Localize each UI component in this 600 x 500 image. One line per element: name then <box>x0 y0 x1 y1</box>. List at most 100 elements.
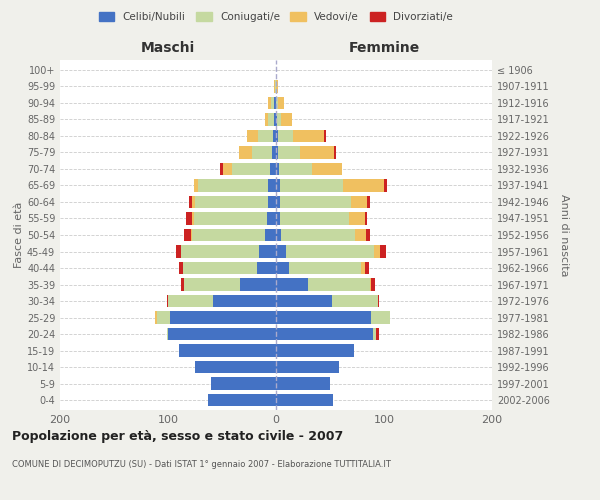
Bar <box>343 180 384 192</box>
Bar <box>279 163 311 175</box>
Bar <box>188 196 192 208</box>
Bar <box>365 262 369 274</box>
Bar <box>276 361 338 374</box>
Bar <box>194 212 268 224</box>
Bar <box>349 212 365 224</box>
Bar <box>179 344 276 357</box>
Bar <box>232 163 269 175</box>
Bar <box>280 212 349 224</box>
Bar <box>211 378 276 390</box>
Bar <box>271 96 274 109</box>
Bar <box>223 163 232 175</box>
Bar <box>272 146 276 158</box>
Bar <box>276 278 308 290</box>
Bar <box>274 80 275 92</box>
Bar <box>276 212 280 224</box>
Bar <box>373 328 376 340</box>
Bar <box>281 113 292 126</box>
Bar <box>281 229 355 241</box>
Bar <box>278 130 293 142</box>
Bar <box>384 180 387 192</box>
Bar <box>276 295 332 307</box>
Bar <box>191 229 192 241</box>
Bar <box>276 163 279 175</box>
Bar <box>275 80 276 92</box>
Bar <box>276 246 286 258</box>
Bar <box>167 328 168 340</box>
Bar <box>380 246 386 258</box>
Bar <box>181 246 259 258</box>
Bar <box>276 262 289 274</box>
Bar <box>184 278 241 290</box>
Bar <box>278 96 284 109</box>
Bar <box>276 196 280 208</box>
Bar <box>280 180 343 192</box>
Bar <box>192 229 265 241</box>
Bar <box>208 394 276 406</box>
Bar <box>276 113 277 126</box>
Bar <box>257 262 276 274</box>
Bar <box>276 344 354 357</box>
Bar <box>265 229 276 241</box>
Bar <box>286 246 374 258</box>
Bar <box>241 278 276 290</box>
Bar <box>268 113 274 126</box>
Bar <box>276 328 373 340</box>
Bar <box>278 146 300 158</box>
Bar <box>195 361 276 374</box>
Bar <box>276 96 278 109</box>
Bar <box>276 229 281 241</box>
Bar <box>274 113 276 126</box>
Bar <box>183 262 257 274</box>
Bar <box>280 196 350 208</box>
Bar <box>371 278 376 290</box>
Bar <box>276 80 278 92</box>
Bar <box>361 262 365 274</box>
Bar <box>155 312 157 324</box>
Text: Maschi: Maschi <box>141 41 195 55</box>
Bar <box>181 278 184 290</box>
Bar <box>332 295 377 307</box>
Bar <box>176 246 181 258</box>
Bar <box>273 130 276 142</box>
Bar <box>195 196 268 208</box>
Bar <box>367 196 370 208</box>
Bar <box>268 180 276 192</box>
Bar <box>276 312 371 324</box>
Bar <box>276 146 278 158</box>
Bar <box>184 229 191 241</box>
Bar <box>168 328 276 340</box>
Bar <box>214 295 276 307</box>
Bar <box>377 295 379 307</box>
Bar <box>268 212 276 224</box>
Text: COMUNE DI DECIMOPUTZU (SU) - Dati ISTAT 1° gennaio 2007 - Elaborazione TUTTITALI: COMUNE DI DECIMOPUTZU (SU) - Dati ISTAT … <box>12 460 391 469</box>
Bar <box>300 146 334 158</box>
Bar <box>365 212 367 224</box>
Bar <box>167 295 168 307</box>
Bar <box>269 163 276 175</box>
Bar <box>168 295 214 307</box>
Bar <box>198 180 268 192</box>
Bar <box>276 180 280 192</box>
Bar <box>265 113 268 126</box>
Bar <box>376 328 379 340</box>
Bar <box>268 96 271 109</box>
Bar <box>370 278 371 290</box>
Bar <box>276 394 333 406</box>
Y-axis label: Anni di nascita: Anni di nascita <box>559 194 569 276</box>
Bar <box>293 130 323 142</box>
Bar <box>277 113 281 126</box>
Bar <box>259 246 276 258</box>
Bar <box>220 163 223 175</box>
Bar <box>365 229 370 241</box>
Bar <box>350 196 367 208</box>
Bar <box>252 146 272 158</box>
Bar <box>194 180 198 192</box>
Bar <box>374 246 380 258</box>
Bar <box>257 130 273 142</box>
Bar <box>157 312 170 324</box>
Text: Popolazione per età, sesso e stato civile - 2007: Popolazione per età, sesso e stato civil… <box>12 430 343 443</box>
Bar <box>247 130 257 142</box>
Bar <box>334 146 337 158</box>
Bar <box>274 96 276 109</box>
